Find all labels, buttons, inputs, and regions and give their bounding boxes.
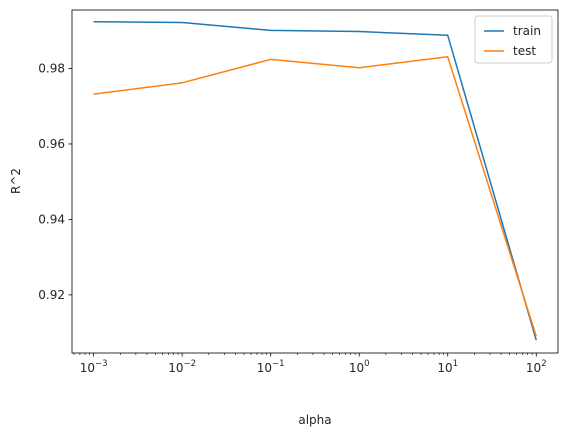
series-line-train: [93, 20, 537, 341]
series-line-test: [93, 56, 537, 337]
legend: train test: [474, 15, 553, 64]
legend-test-label: test: [513, 44, 536, 58]
y-tick-label: 0.92: [38, 288, 65, 302]
y-axis-title: R^2: [9, 168, 23, 194]
x-axis-ticks: 10−3 10−2 10−1 100 101 102: [73, 353, 547, 375]
plot-area: [71, 9, 559, 354]
x-tick-label: 100: [349, 359, 370, 375]
x-tick-label: 101: [437, 359, 458, 375]
x-tick-label: 102: [526, 359, 547, 375]
series-lines: [93, 20, 537, 341]
x-tick-label: 10−1: [257, 359, 285, 375]
y-tick-label: 0.96: [38, 137, 65, 151]
y-tick-label: 0.94: [38, 212, 65, 226]
y-tick-label: 0.98: [38, 61, 65, 75]
y-axis-ticks: 0.92 0.94 0.96 0.98: [38, 61, 72, 302]
legend-train-label: train: [513, 24, 541, 38]
x-tick-label: 10−2: [168, 359, 196, 375]
x-axis-title: alpha: [298, 413, 331, 427]
x-tick-label: 10−3: [80, 359, 108, 375]
